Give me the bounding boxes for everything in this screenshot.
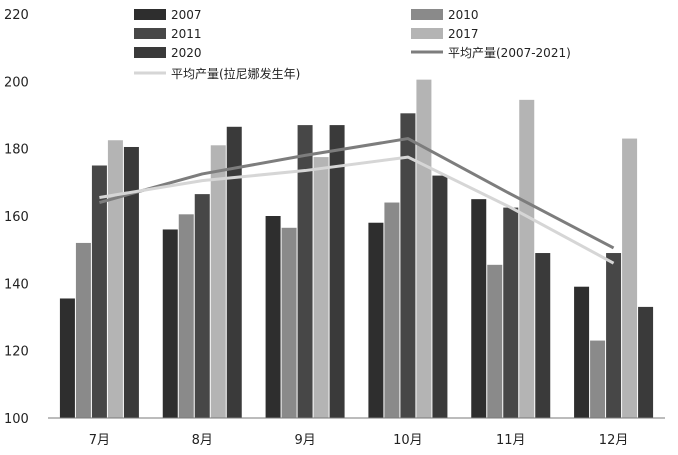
legend-swatch [411,9,443,20]
lines [99,137,615,265]
bar-2020 [535,253,551,418]
bar-2010 [487,264,503,418]
legend-label: 2010 [448,8,479,22]
x-tick-label: 8月 [192,433,213,448]
legend-label: 2007 [171,8,202,22]
bar-2017 [622,138,638,419]
bar-2010 [281,227,297,418]
bar-2020 [329,125,345,418]
bar-2010 [75,242,91,418]
bar-2007 [162,229,178,418]
x-axis: 7月 8月 9月 10月 11月 12月 [89,433,629,448]
bar-2010 [590,340,606,418]
bar-2007 [265,216,281,418]
bar-2011 [400,113,416,419]
legend-swatch [411,28,443,39]
legend-swatch [134,28,166,39]
y-tick-label: 180 [4,143,29,158]
bar-2011 [91,165,107,418]
legend-swatch [134,9,166,20]
y-tick-label: 200 [4,75,29,90]
y-tick-label: 220 [4,8,29,23]
bar-2007 [368,222,384,418]
x-tick-label: 12月 [599,433,629,448]
bar-2011 [194,194,210,418]
bar-2020 [638,306,654,418]
bar-2007 [471,199,487,418]
legend-label: 2011 [171,27,202,41]
bars [59,79,654,419]
bar-2011 [297,125,313,418]
legend-label: 2017 [448,27,479,41]
line-series [99,137,615,250]
legend-label: 2020 [171,46,202,60]
bar-2017 [210,145,226,419]
bar-2011 [503,207,519,418]
bar-2017 [313,157,329,419]
bar-2007 [59,298,75,418]
bar-2010 [178,214,194,418]
y-tick-label: 140 [4,277,29,292]
legend: 2007 2010 2011 2017 2020 平均产量(2007-2021) 平均产量(… [134,8,571,81]
bar-2007 [574,286,590,418]
bar-2020 [432,175,448,418]
bar-2020 [226,126,242,419]
bar-2017 [107,140,123,418]
x-tick-label: 9月 [294,433,315,448]
x-tick-label: 10月 [393,433,423,448]
bar-2011 [606,253,622,418]
bar-2020 [123,146,139,418]
y-tick-label: 100 [4,412,29,427]
y-tick-label: 160 [4,210,29,225]
legend-swatch [134,47,166,58]
bar-2017 [416,79,432,419]
bar-2010 [384,202,400,418]
legend-label: 平均产量(拉尼娜发生年) [171,66,300,81]
y-tick-label: 120 [4,345,29,360]
legend-label: 平均产量(2007-2021) [448,46,571,60]
x-tick-label: 7月 [89,433,110,448]
line-series [99,155,615,265]
x-tick-label: 11月 [496,433,526,448]
y-axis: 100 120 140 160 180 200 220 [4,8,29,427]
bar-2017 [519,99,535,418]
